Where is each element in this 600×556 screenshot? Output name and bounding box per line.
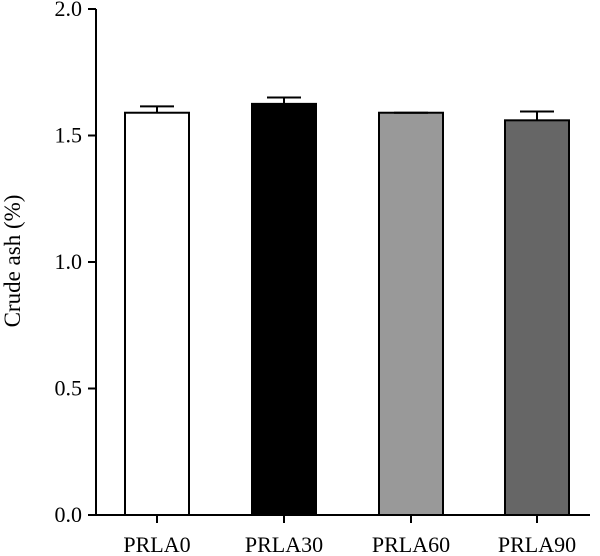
bar <box>124 111 190 516</box>
y-tick-label: 0.5 <box>55 376 83 401</box>
y-tick-label: 0.0 <box>55 502 83 527</box>
y-tick-label: 2.0 <box>55 0 83 21</box>
y-tick-label: 1.5 <box>55 123 83 148</box>
x-tick-label: PRLA0 <box>123 532 190 556</box>
x-tick-label: PRLA30 <box>245 532 323 556</box>
labels: 0.0 0.5 1.0 1.5 2.0 PRLA0 PRLA30 PRLA60 PRLA90 <box>55 0 577 556</box>
y-axis-title: Crude ash (%) <box>0 195 25 328</box>
x-tick-label: PRLA60 <box>372 532 450 556</box>
bar <box>504 119 570 516</box>
bars <box>124 96 570 516</box>
x-tick-label: PRLA90 <box>498 532 576 556</box>
y-tick-label: 1.0 <box>55 249 83 274</box>
bar <box>251 102 317 516</box>
bar <box>378 111 444 516</box>
